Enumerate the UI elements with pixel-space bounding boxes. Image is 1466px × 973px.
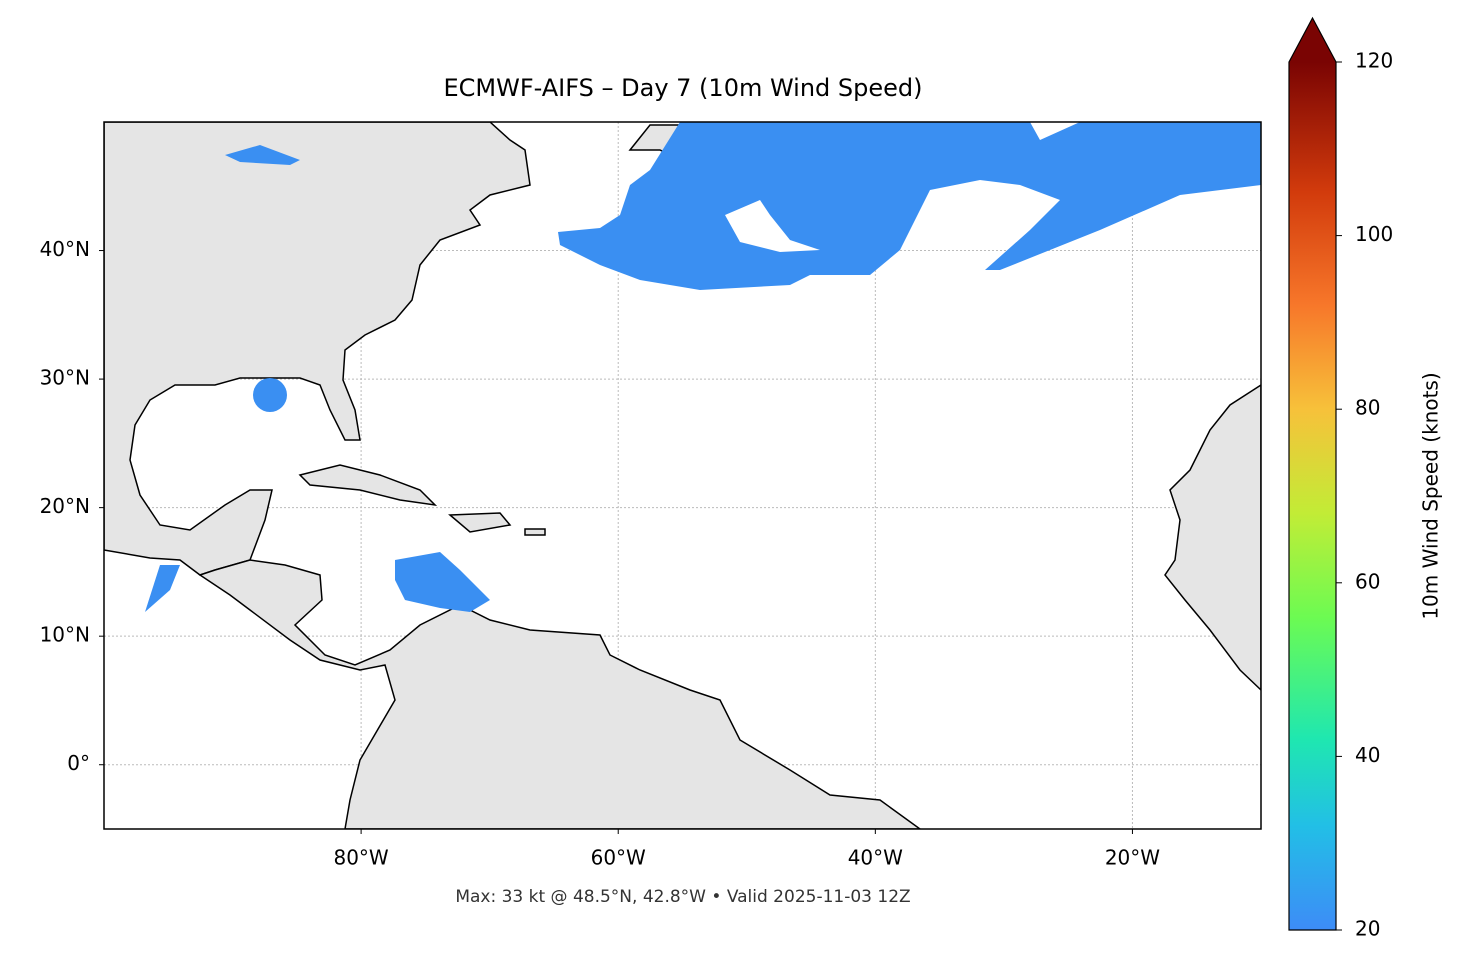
lon-label: 40°W xyxy=(848,846,903,870)
lat-label: 20°N xyxy=(40,494,90,518)
cuba xyxy=(298,464,438,507)
colorbar-tick-label: 40 xyxy=(1355,743,1380,767)
wind-area xyxy=(253,378,287,412)
map-frame xyxy=(103,121,1262,830)
wind-area xyxy=(145,565,180,612)
north-america xyxy=(104,122,531,576)
lat-label: 40°N xyxy=(40,237,90,261)
lon-label: 60°W xyxy=(591,846,646,870)
wind-area xyxy=(395,552,490,612)
puerto-rico xyxy=(524,528,546,536)
colorbar-tick-label: 60 xyxy=(1355,569,1380,593)
hispaniola xyxy=(448,512,512,533)
colorbar-tick-label: 120 xyxy=(1355,49,1393,73)
colorbar xyxy=(1289,62,1336,930)
colorbar-frame xyxy=(1288,16,1337,931)
colorbar-tick-label: 100 xyxy=(1355,222,1393,246)
colorbar-tick-label: 80 xyxy=(1355,396,1380,420)
south-america xyxy=(198,559,922,829)
lat-label: 0° xyxy=(67,751,90,775)
lon-label: 20°W xyxy=(1105,846,1160,870)
lon-label: 80°W xyxy=(333,846,388,870)
footer: Max: 33 kt @ 48.5°N, 42.8°W • Valid 2025… xyxy=(455,887,910,907)
title: ECMWF-AIFS – Day 7 (10m Wind Speed) xyxy=(443,74,922,102)
colorbar-label: 10m Wind Speed (knots) xyxy=(1419,372,1443,619)
wind-area xyxy=(225,145,300,165)
colorbar-extend xyxy=(1289,18,1336,62)
map xyxy=(104,122,1261,829)
lat-label: 30°N xyxy=(40,366,90,390)
wind-gap xyxy=(725,200,820,252)
lat-label: 10°N xyxy=(40,623,90,647)
wind-area xyxy=(558,122,1261,290)
colorbar-tick-label: 20 xyxy=(1355,917,1380,941)
africa xyxy=(1164,384,1261,692)
